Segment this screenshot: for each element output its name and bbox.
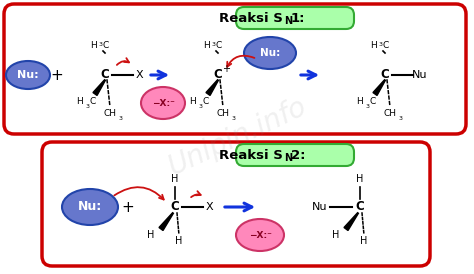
Ellipse shape bbox=[236, 219, 284, 251]
Text: 2:: 2: bbox=[291, 149, 306, 162]
Text: 3: 3 bbox=[366, 104, 370, 109]
Text: H: H bbox=[76, 96, 83, 105]
Text: C: C bbox=[90, 96, 96, 105]
Text: C: C bbox=[356, 201, 365, 213]
Text: H: H bbox=[356, 96, 363, 105]
Text: 3: 3 bbox=[119, 116, 123, 121]
Text: 3: 3 bbox=[99, 42, 103, 47]
Text: CH: CH bbox=[217, 109, 229, 118]
Text: 3: 3 bbox=[199, 104, 203, 109]
Text: H: H bbox=[356, 174, 364, 184]
Polygon shape bbox=[159, 213, 173, 230]
Text: Nu:: Nu: bbox=[17, 70, 39, 80]
Text: Reaksi S: Reaksi S bbox=[219, 12, 283, 25]
Text: −X:⁻: −X:⁻ bbox=[248, 230, 272, 239]
Text: CH: CH bbox=[383, 109, 396, 118]
FancyBboxPatch shape bbox=[236, 7, 354, 29]
Text: +: + bbox=[222, 64, 230, 74]
Polygon shape bbox=[206, 80, 219, 95]
Text: 3: 3 bbox=[232, 116, 236, 121]
Text: C: C bbox=[103, 41, 109, 50]
Text: +: + bbox=[122, 199, 134, 215]
Text: C: C bbox=[203, 96, 209, 105]
Text: +: + bbox=[51, 67, 64, 82]
Text: Nu: Nu bbox=[412, 70, 428, 80]
Text: C: C bbox=[216, 41, 222, 50]
Text: C: C bbox=[100, 68, 109, 81]
Text: 1:: 1: bbox=[291, 12, 306, 25]
Text: H: H bbox=[90, 41, 97, 50]
Ellipse shape bbox=[6, 61, 50, 89]
Text: Nu: Nu bbox=[312, 202, 328, 212]
Text: H: H bbox=[189, 96, 196, 105]
Text: C: C bbox=[370, 96, 376, 105]
Text: C: C bbox=[381, 68, 389, 81]
Text: H: H bbox=[370, 41, 377, 50]
Text: 3: 3 bbox=[399, 116, 403, 121]
Text: C: C bbox=[214, 68, 222, 81]
Text: 3: 3 bbox=[379, 42, 383, 47]
Text: N: N bbox=[284, 16, 292, 26]
Text: H: H bbox=[332, 230, 340, 240]
Text: C: C bbox=[383, 41, 389, 50]
Text: H: H bbox=[360, 236, 368, 246]
Text: CH: CH bbox=[103, 109, 117, 118]
FancyBboxPatch shape bbox=[4, 4, 466, 134]
Text: H: H bbox=[147, 230, 155, 240]
Text: H: H bbox=[203, 41, 210, 50]
Polygon shape bbox=[93, 80, 105, 95]
Text: −X:⁻: −X:⁻ bbox=[152, 98, 174, 107]
Text: H: H bbox=[171, 174, 179, 184]
Ellipse shape bbox=[141, 87, 185, 119]
Text: Nu:: Nu: bbox=[260, 48, 280, 58]
Text: Reaksi S: Reaksi S bbox=[219, 149, 283, 162]
FancyBboxPatch shape bbox=[42, 142, 430, 266]
Polygon shape bbox=[373, 80, 385, 95]
Text: X: X bbox=[205, 202, 213, 212]
Polygon shape bbox=[344, 213, 358, 230]
Text: 3: 3 bbox=[86, 104, 90, 109]
Text: H: H bbox=[175, 236, 182, 246]
Ellipse shape bbox=[62, 189, 118, 225]
Text: Unipin.info: Unipin.info bbox=[163, 93, 311, 181]
Text: 3: 3 bbox=[212, 42, 216, 47]
Ellipse shape bbox=[244, 37, 296, 69]
Text: X: X bbox=[135, 70, 143, 80]
Text: Nu:: Nu: bbox=[78, 201, 102, 213]
FancyBboxPatch shape bbox=[236, 144, 354, 166]
Text: C: C bbox=[171, 201, 179, 213]
Text: N: N bbox=[284, 153, 292, 163]
